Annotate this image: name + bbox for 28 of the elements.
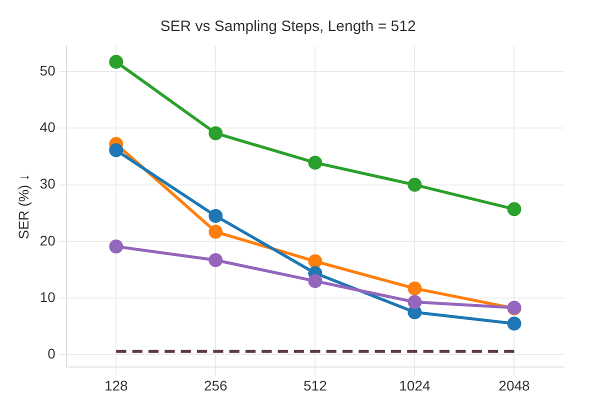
point <box>507 316 522 331</box>
point <box>408 295 422 310</box>
point <box>208 126 223 140</box>
x-tick-label: 2048 <box>498 377 530 394</box>
x-tick-label: 1024 <box>399 377 430 394</box>
point <box>308 254 322 268</box>
y-axis-title: SER (%) ↓ <box>15 174 32 240</box>
point <box>308 156 322 170</box>
point <box>408 281 422 296</box>
point <box>109 240 124 254</box>
y-tick-label: 40 <box>40 119 56 135</box>
x-tick-label: 128 <box>104 377 128 394</box>
point <box>208 224 223 239</box>
y-tick-label: 0 <box>48 346 56 362</box>
x-tick-label: 256 <box>204 377 228 394</box>
y-tick-label: 10 <box>40 288 56 305</box>
y-tick-label: 20 <box>40 232 56 248</box>
point <box>208 208 223 223</box>
point <box>208 253 223 268</box>
point <box>109 54 124 69</box>
point <box>308 274 322 288</box>
point <box>109 143 124 158</box>
y-tick-label: 50 <box>40 62 56 78</box>
y-tick-label: 30 <box>40 176 56 192</box>
point <box>408 178 422 192</box>
point <box>507 202 522 216</box>
x-tick-label: 512 <box>304 377 328 394</box>
chart-title: SER vs Sampling Steps, Length = 512 <box>160 18 416 36</box>
